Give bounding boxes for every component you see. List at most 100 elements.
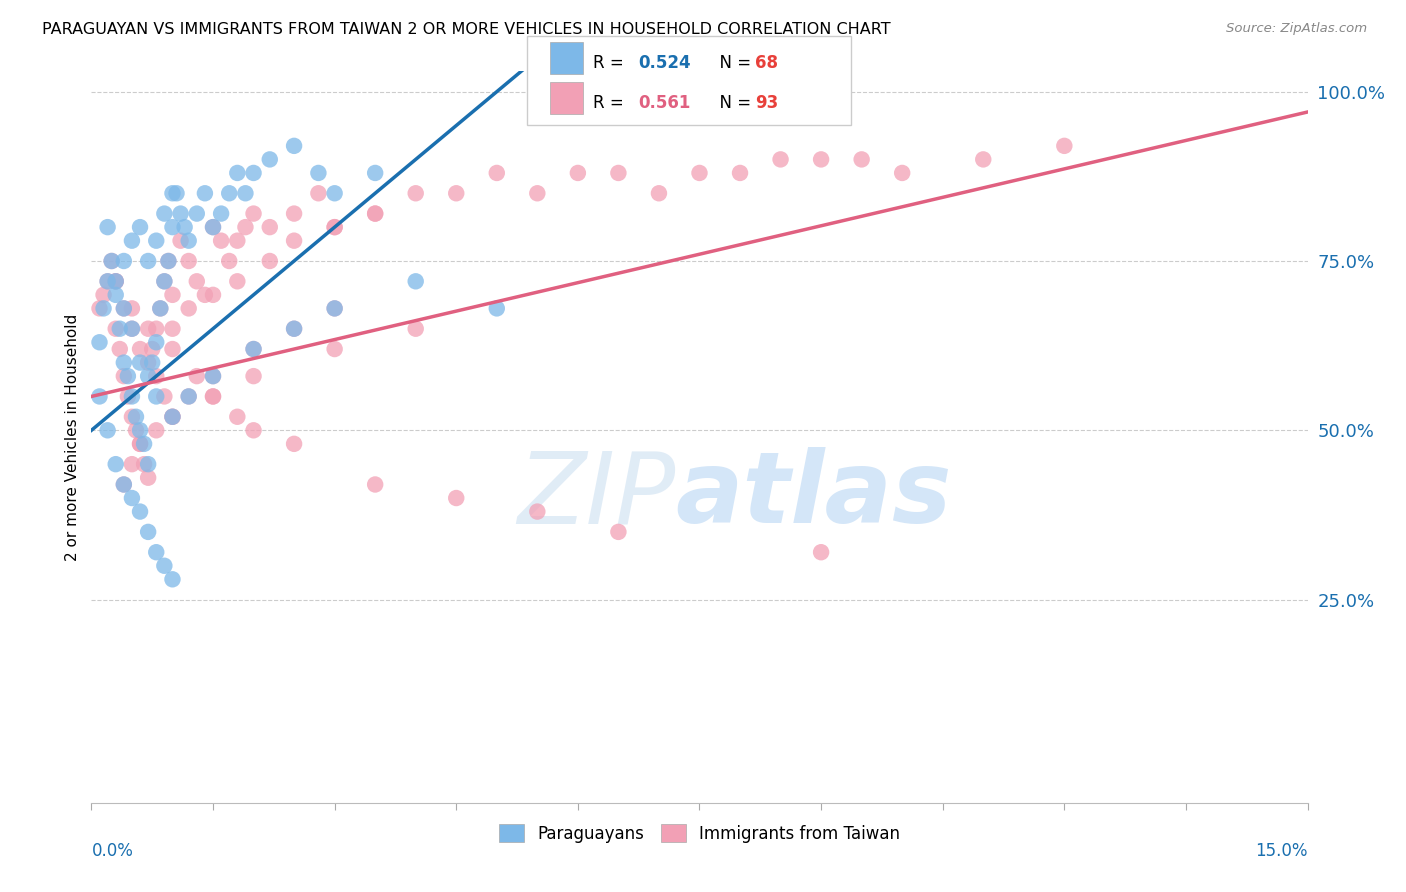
Point xyxy=(112,355,135,369)
Point xyxy=(851,153,873,167)
Point xyxy=(186,206,208,220)
Point xyxy=(607,166,630,180)
Point xyxy=(125,423,148,437)
Point xyxy=(162,409,184,424)
Point xyxy=(364,206,387,220)
Point xyxy=(364,206,387,220)
Point xyxy=(93,288,115,302)
Text: PARAGUAYAN VS IMMIGRANTS FROM TAIWAN 2 OR MORE VEHICLES IN HOUSEHOLD CORRELATION: PARAGUAYAN VS IMMIGRANTS FROM TAIWAN 2 O… xyxy=(42,22,891,37)
Point xyxy=(162,288,184,302)
Point xyxy=(132,437,155,451)
Point xyxy=(323,301,346,316)
Point xyxy=(283,322,305,336)
Point xyxy=(405,274,427,288)
Point xyxy=(177,234,200,248)
Point xyxy=(108,322,131,336)
Point xyxy=(136,471,159,485)
Point xyxy=(226,234,249,248)
Point xyxy=(567,166,589,180)
Point xyxy=(169,234,191,248)
Point xyxy=(121,234,143,248)
Point xyxy=(526,505,548,519)
Point xyxy=(364,477,387,491)
Point xyxy=(323,186,346,201)
Point xyxy=(141,342,163,356)
Point xyxy=(444,491,467,505)
Point xyxy=(202,220,225,235)
Point xyxy=(121,409,143,424)
Text: 15.0%: 15.0% xyxy=(1256,842,1308,860)
Text: 0.0%: 0.0% xyxy=(91,842,134,860)
Point xyxy=(194,288,217,302)
Point xyxy=(444,186,467,201)
Point xyxy=(607,524,630,539)
Point xyxy=(136,254,159,268)
Point xyxy=(226,409,249,424)
Point xyxy=(162,409,184,424)
Point xyxy=(153,206,176,220)
Point xyxy=(125,409,148,424)
Point xyxy=(485,301,508,316)
Point xyxy=(307,166,329,180)
Point xyxy=(891,166,914,180)
Point xyxy=(104,274,127,288)
Point xyxy=(226,166,249,180)
Point xyxy=(145,389,167,403)
Point xyxy=(136,369,159,384)
Point xyxy=(100,254,122,268)
Point xyxy=(323,301,346,316)
Y-axis label: 2 or more Vehicles in Household: 2 or more Vehicles in Household xyxy=(65,313,80,561)
Point xyxy=(153,558,176,573)
Point xyxy=(202,369,225,384)
Point xyxy=(153,389,176,403)
Point xyxy=(153,274,176,288)
Text: N =: N = xyxy=(709,54,756,71)
Point xyxy=(149,301,172,316)
Text: 93: 93 xyxy=(755,94,779,112)
Text: N =: N = xyxy=(709,94,756,112)
Point xyxy=(323,220,346,235)
Point xyxy=(283,206,305,220)
Point xyxy=(162,409,184,424)
Point xyxy=(132,457,155,471)
Text: atlas: atlas xyxy=(675,447,952,544)
Point xyxy=(145,423,167,437)
Point xyxy=(112,301,135,316)
Point xyxy=(769,153,792,167)
Point xyxy=(323,220,346,235)
Point xyxy=(810,545,832,559)
Text: R =: R = xyxy=(593,94,630,112)
Point xyxy=(89,389,111,403)
Point xyxy=(235,220,257,235)
Point xyxy=(485,166,508,180)
Point xyxy=(1053,139,1076,153)
Point xyxy=(145,322,167,336)
Point xyxy=(129,423,152,437)
Point xyxy=(162,322,184,336)
Point xyxy=(89,335,111,350)
Point xyxy=(728,166,751,180)
Point xyxy=(177,389,200,403)
Point xyxy=(364,166,387,180)
Text: 68: 68 xyxy=(755,54,778,71)
Point xyxy=(104,288,127,302)
Point xyxy=(112,477,135,491)
Point xyxy=(157,254,180,268)
Point xyxy=(129,505,152,519)
Point xyxy=(121,322,143,336)
Point xyxy=(145,335,167,350)
Point xyxy=(112,369,135,384)
Point xyxy=(186,369,208,384)
Point xyxy=(242,342,264,356)
Point xyxy=(202,369,225,384)
Point xyxy=(162,572,184,586)
Point xyxy=(242,206,264,220)
Point xyxy=(136,524,159,539)
Point xyxy=(526,186,548,201)
Point xyxy=(218,254,240,268)
Point xyxy=(136,322,159,336)
Point xyxy=(112,254,135,268)
Point xyxy=(162,186,184,201)
Point xyxy=(283,234,305,248)
Legend: Paraguayans, Immigrants from Taiwan: Paraguayans, Immigrants from Taiwan xyxy=(492,818,907,849)
